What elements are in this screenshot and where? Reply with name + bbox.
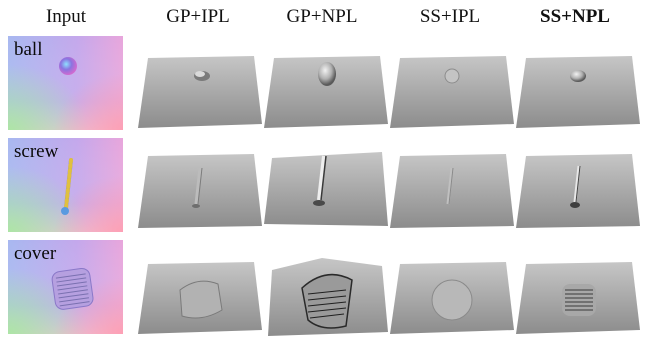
row-cover: cover: [0, 240, 649, 344]
row-ball: ball: [0, 36, 649, 140]
result-ball-ss-npl: [514, 36, 644, 140]
header-ss-ipl: SS+IPL: [419, 6, 481, 27]
result-cover-ss-ipl: [388, 240, 518, 344]
result-screw-gp-ipl: [136, 138, 266, 242]
result-ball-gp-npl: [262, 36, 392, 140]
result-cover-ss-npl: [514, 240, 644, 344]
row-label-ball: ball: [14, 39, 43, 60]
header-gp-ipl: GP+IPL: [166, 6, 230, 27]
input-normal-map-screw: screw: [8, 138, 123, 232]
row-screw: screw: [0, 138, 649, 242]
header-gp-npl: GP+NPL: [286, 6, 358, 27]
result-cover-gp-ipl: [136, 240, 266, 344]
row-label-screw: screw: [14, 141, 59, 162]
input-normal-map-cover: cover: [8, 240, 123, 334]
row-label-cover: cover: [14, 243, 57, 264]
result-screw-gp-npl: [262, 138, 392, 242]
input-normal-map-ball: ball: [8, 36, 123, 130]
header-input: Input: [45, 6, 87, 27]
result-ball-ss-ipl: [388, 36, 518, 140]
result-screw-ss-ipl: [388, 138, 518, 242]
result-screw-ss-npl: [514, 138, 644, 242]
result-cover-gp-npl: [262, 240, 392, 344]
header-ss-npl: SS+NPL: [540, 6, 610, 27]
result-ball-gp-ipl: [136, 36, 266, 140]
